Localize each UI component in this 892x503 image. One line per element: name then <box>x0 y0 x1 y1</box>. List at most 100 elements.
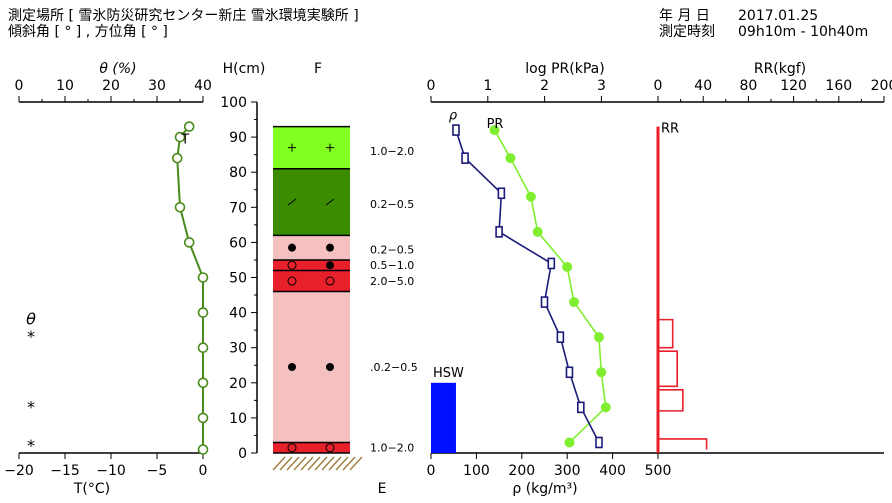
temperature-point <box>197 377 209 389</box>
ground-hatch <box>293 456 307 471</box>
density-series-label: ρ <box>449 109 458 124</box>
left-marker: * <box>27 327 35 346</box>
density-point <box>565 366 574 379</box>
theta-tick-label: 10 <box>56 78 74 94</box>
density-point <box>595 436 603 449</box>
time-label: 測定時刻 <box>659 24 715 40</box>
density-axis-label: ρ (kg/m³) <box>512 481 577 497</box>
rr-tick-label: 120 <box>780 78 807 94</box>
grain-symbol <box>287 276 297 286</box>
density-tick-label: 300 <box>554 463 581 479</box>
ground-hatch <box>300 456 314 471</box>
height-tick-label: 30 <box>229 341 247 357</box>
density-tick-label: 200 <box>508 463 535 479</box>
pr-point <box>489 125 500 136</box>
rr-bottom-tick-label: 500 <box>645 463 672 479</box>
height-axis-label: H(cm) <box>223 61 266 77</box>
density-point <box>547 257 556 270</box>
pr-point <box>562 261 573 272</box>
grain-size-label: 0.5−1.0 <box>370 259 414 272</box>
left-marker: * <box>27 397 35 416</box>
rr-tick-label: 200 <box>871 78 892 94</box>
log-pr-axis-label: log PR(kPa) <box>525 61 604 77</box>
density-point <box>556 331 565 343</box>
temperature-point <box>197 272 209 283</box>
density-point <box>461 152 469 164</box>
log-pr-tick-label: 0 <box>427 78 436 94</box>
grain-symbol <box>288 363 296 372</box>
log-pr-tick-label: 3 <box>597 78 606 94</box>
pr-line <box>493 129 607 444</box>
temperature-tick-label: 0 <box>199 463 208 479</box>
theta-tick-label: 20 <box>102 78 120 94</box>
temperature-point <box>197 307 209 318</box>
snow-layer <box>273 259 350 271</box>
rr-series-label: RR <box>661 122 679 137</box>
pr-point <box>593 332 604 343</box>
grain-size-label: 2.0−5.0 <box>370 275 414 288</box>
theta-tick-label: 0 <box>15 78 24 94</box>
grain-size-label: 0.2−0.5 <box>370 198 414 211</box>
theta-tick-label: 40 <box>194 78 212 94</box>
ground-hatch <box>314 456 328 471</box>
ground-hatch <box>279 456 293 471</box>
height-tick-label: 70 <box>229 200 247 216</box>
ground-hatch <box>321 456 335 471</box>
snow-layer <box>273 291 350 443</box>
pr-point <box>525 191 536 202</box>
pr-point <box>600 402 611 413</box>
rr-tick-label: 80 <box>739 78 757 94</box>
rr-tick-label: 160 <box>825 78 852 94</box>
layer-column-title: F <box>314 61 322 77</box>
ground-hatch <box>307 456 321 471</box>
grain-size-label: 1.0−2.0 <box>370 145 414 158</box>
pr-point <box>569 297 580 308</box>
temperature-series-label: T <box>180 133 189 148</box>
pr-point <box>532 226 543 237</box>
height-tick-label: 10 <box>229 411 247 427</box>
snow-layer <box>273 442 350 453</box>
pr-series-label: PR <box>487 117 504 132</box>
left-marker: * <box>27 436 35 455</box>
density-tick-label: 400 <box>599 463 626 479</box>
grain-symbol <box>287 260 297 270</box>
ground-hatch <box>349 456 363 471</box>
height-tick-label: 100 <box>220 95 247 111</box>
temperature-point <box>197 342 209 354</box>
snow-layer <box>273 168 350 236</box>
rr-tick-label: 40 <box>694 78 712 94</box>
temperature-axis-label: T(°C) <box>73 481 110 497</box>
rr-tick-label: 0 <box>654 78 663 94</box>
ground-hatch <box>335 456 349 471</box>
temperature-point <box>174 131 186 143</box>
temperature-tick-label: −5 <box>147 463 168 479</box>
snow-layer <box>273 235 350 260</box>
temperature-line <box>176 125 204 450</box>
height-tick-label: 20 <box>229 376 247 392</box>
date-label: 年 月 日 <box>659 8 710 24</box>
temperature-point <box>197 412 209 424</box>
ground-hatch <box>286 456 300 471</box>
height-tick-label: 40 <box>229 306 247 322</box>
ground-hatch <box>342 456 356 471</box>
temperature-point <box>171 152 183 164</box>
grain-size-label: .0.2−0.5 <box>370 361 418 374</box>
density-point <box>577 401 585 414</box>
pr-point <box>505 153 516 164</box>
ground-hatch <box>272 456 286 471</box>
density-point <box>540 296 549 308</box>
snow-layer <box>273 270 350 292</box>
grain-size-label: 0.2−0.5 <box>370 243 414 256</box>
time-value: 09h10m - 10h40m <box>738 24 869 40</box>
theta-tick-label: 30 <box>148 78 166 94</box>
density-point <box>497 187 506 200</box>
grain-symbol <box>287 443 297 453</box>
density-tick-label: 100 <box>463 463 490 479</box>
log-pr-tick-label: 2 <box>540 78 549 94</box>
left-marker: θ <box>26 310 36 329</box>
grain-symbol <box>325 198 335 206</box>
temperature-tick-label: −15 <box>50 463 80 479</box>
temperature-point <box>197 444 209 455</box>
rr-profile-line <box>657 126 708 450</box>
